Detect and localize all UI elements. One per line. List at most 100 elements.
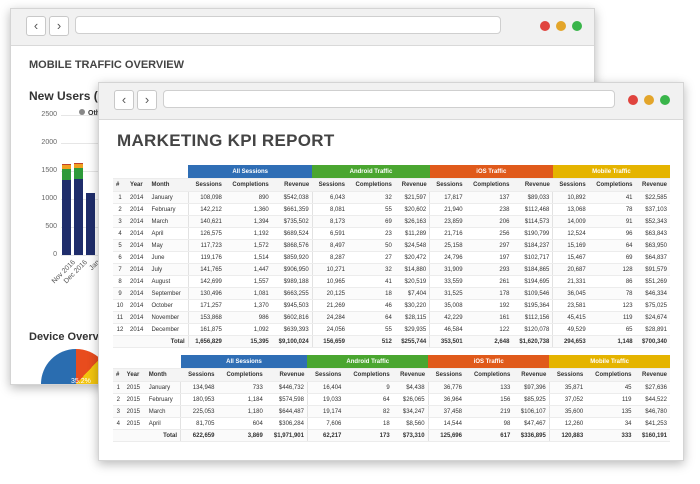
table-cell: 81,705 (180, 417, 218, 430)
table-row: 4 2015 April 81,705 604 $306,284 7,606 18 $8,560… (113, 417, 670, 430)
table-cell: 41 (588, 191, 636, 204)
table-cell: 15,169 (552, 239, 589, 252)
address-bar[interactable] (75, 16, 501, 34)
group-header: Android Traffic (312, 165, 430, 179)
table-cell: $194,695 (512, 275, 553, 288)
y-tick-label: 2000 (41, 139, 57, 146)
column-header[interactable]: Sessions (307, 368, 345, 382)
table-cell: 1,360 (224, 203, 272, 216)
column-header[interactable]: Completions (465, 178, 513, 192)
table-cell: 35,871 (548, 381, 587, 394)
total-cell: $1,971,901 (265, 429, 308, 442)
table-cell: $184,237 (512, 239, 553, 252)
table-cell: 142,699 (187, 275, 225, 288)
column-header[interactable]: Year (127, 178, 149, 192)
forward-button[interactable]: › (137, 90, 157, 110)
column-header[interactable]: Sessions (552, 178, 589, 192)
table-cell: 50 (348, 239, 395, 252)
table-cell: 986 (224, 311, 272, 324)
table-cell: 2015 (123, 405, 146, 418)
minimize-window-icon[interactable] (556, 21, 566, 31)
table-cell: $89,033 (512, 191, 553, 204)
table-cell: $689,524 (271, 227, 313, 240)
close-window-icon[interactable] (540, 21, 550, 31)
table-cell: 206 (465, 215, 513, 228)
table-cell: 41 (348, 275, 395, 288)
column-header[interactable]: Month (145, 368, 181, 382)
column-header[interactable]: Sessions (429, 178, 466, 192)
table-cell: 256 (465, 227, 513, 240)
column-header[interactable]: Revenue (512, 178, 553, 192)
column-header[interactable]: Revenue (634, 368, 670, 382)
column-header[interactable]: Completions (348, 178, 395, 192)
table-cell: $195,364 (512, 299, 553, 312)
column-header[interactable]: Revenue (392, 368, 429, 382)
forward-button[interactable]: › (49, 16, 69, 36)
table-cell: $47,467 (513, 417, 550, 430)
bar-segment (62, 169, 71, 180)
table-cell: 130,496 (187, 287, 225, 300)
table-cell: January (145, 381, 181, 394)
table-cell: 108,098 (187, 191, 225, 204)
total-cell: 156,659 (311, 335, 348, 348)
column-header[interactable]: Sessions (180, 368, 218, 382)
group-header: All Sessions (188, 165, 313, 179)
column-header[interactable]: Completions (586, 368, 635, 382)
column-header[interactable]: Sessions (549, 368, 587, 382)
bar-segment (62, 164, 71, 166)
back-button[interactable]: ‹ (26, 16, 46, 36)
bar-segment (74, 178, 83, 255)
table-cell: July (148, 263, 189, 276)
back-button[interactable]: ‹ (114, 90, 134, 110)
column-header[interactable]: Sessions (428, 368, 465, 382)
column-header[interactable]: Sessions (188, 178, 225, 192)
column-header[interactable]: Completions (588, 178, 636, 192)
group-header: iOS Traffic (428, 355, 550, 369)
column-header[interactable]: Completions (217, 368, 266, 382)
table-cell: 141,765 (187, 263, 225, 276)
total-cell: $336,895 (513, 429, 550, 442)
minimize-window-icon[interactable] (644, 95, 654, 105)
column-header[interactable]: Revenue (513, 368, 550, 382)
column-header[interactable]: Sessions (312, 178, 348, 192)
address-bar[interactable] (163, 90, 615, 108)
maximize-window-icon[interactable] (660, 95, 670, 105)
maximize-window-icon[interactable] (572, 21, 582, 31)
table-cell: $8,560 (392, 417, 429, 430)
column-header[interactable]: Completions (224, 178, 272, 192)
column-header[interactable]: Revenue (271, 178, 313, 192)
close-window-icon[interactable] (628, 95, 638, 105)
column-header[interactable]: Revenue (635, 178, 670, 192)
table-cell: 10,965 (311, 275, 348, 288)
table-cell: April (145, 417, 181, 430)
column-header[interactable]: Completions (344, 368, 393, 382)
table-cell: 37,052 (548, 393, 587, 406)
table-cell: 293 (465, 263, 513, 276)
table-cell: 7,606 (306, 417, 345, 430)
column-header[interactable]: Revenue (394, 178, 430, 192)
table-row: 7 2014 July 141,765 1,447 $906,950 10,271 32 $14… (113, 263, 670, 276)
table-cell: 122 (465, 323, 513, 336)
total-cell: $9,100,024 (271, 335, 313, 348)
table-cell: $41,253 (634, 417, 670, 430)
table-cell: 2014 (127, 287, 149, 300)
column-header[interactable]: # (113, 368, 124, 382)
column-header[interactable]: Revenue (265, 368, 308, 382)
table-cell: 2014 (127, 227, 149, 240)
table-cell: March (145, 405, 181, 418)
total-cell: $700,340 (635, 335, 670, 348)
table-cell: 10,271 (311, 263, 348, 276)
table-cell: 91 (588, 215, 636, 228)
table-cell: 2015 (123, 381, 146, 394)
column-header[interactable]: # (113, 178, 128, 192)
table-cell: 153,868 (187, 311, 225, 324)
kpi-table-2015: All Sessions Android Traffic iOS Traffic Mo… (113, 355, 670, 442)
y-tick-label: 1000 (41, 195, 57, 202)
table-cell: 1,180 (217, 405, 266, 418)
group-header: iOS Traffic (429, 165, 553, 179)
table-cell: 2014 (127, 311, 149, 324)
column-header[interactable]: Completions (465, 368, 514, 382)
column-header[interactable]: Month (148, 178, 189, 192)
column-header[interactable]: Year (123, 368, 146, 382)
table-cell: 9 (113, 287, 128, 300)
